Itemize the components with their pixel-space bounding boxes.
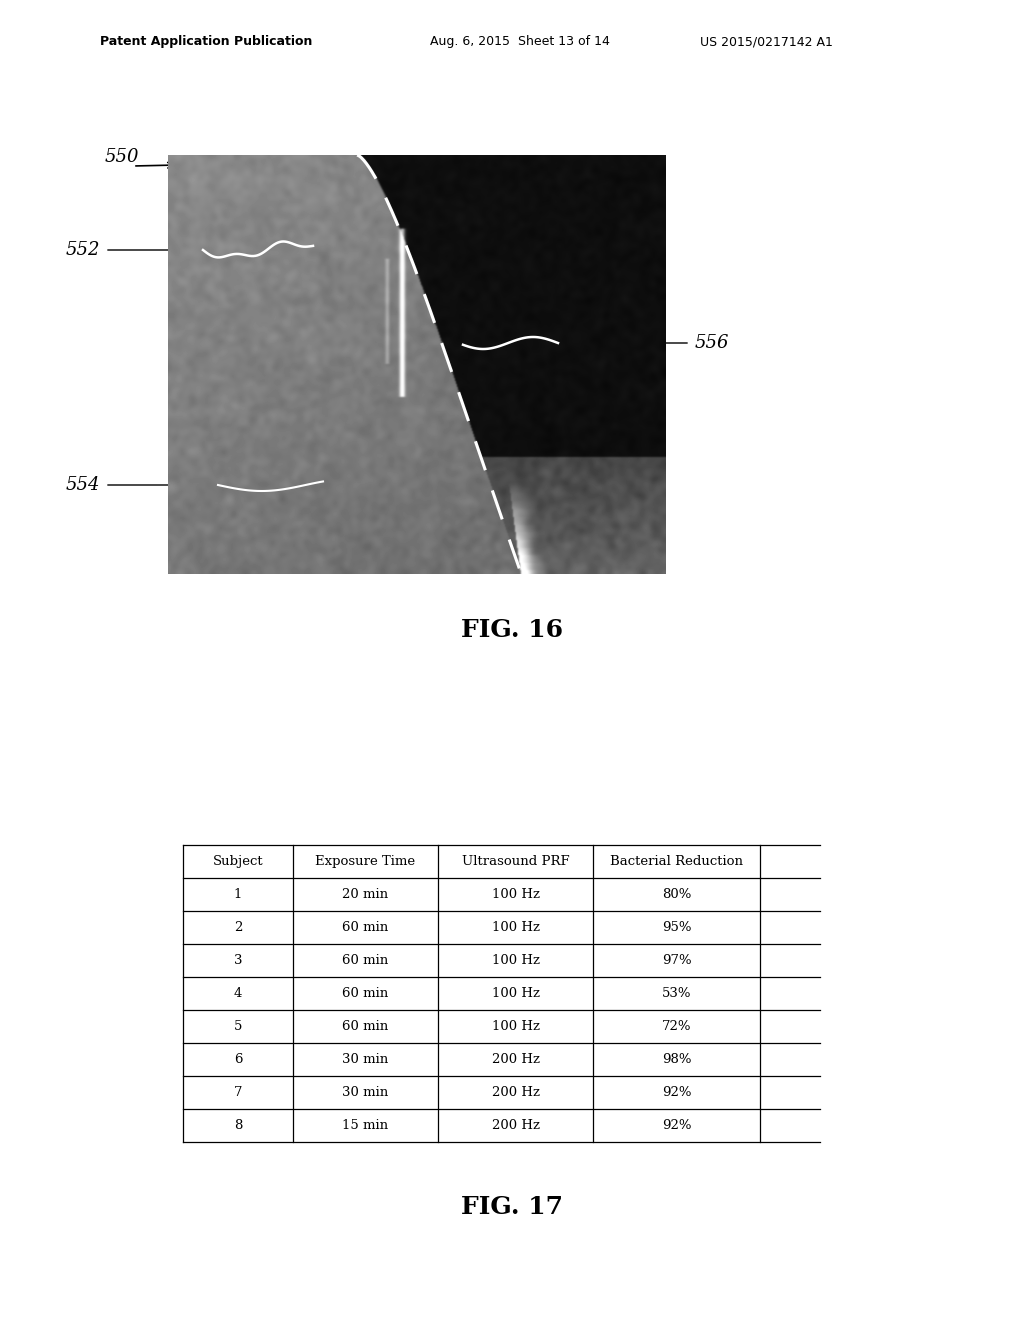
- Text: Exposure Time: Exposure Time: [315, 855, 416, 869]
- Text: Patent Application Publication: Patent Application Publication: [100, 36, 312, 49]
- Text: 80%: 80%: [662, 888, 691, 902]
- Text: 98%: 98%: [662, 1053, 691, 1067]
- Text: 60 min: 60 min: [342, 921, 389, 935]
- Text: 200 Hz: 200 Hz: [492, 1119, 540, 1133]
- Text: Bacterial Reduction: Bacterial Reduction: [610, 855, 743, 869]
- Text: 60 min: 60 min: [342, 987, 389, 1001]
- Text: 30 min: 30 min: [342, 1053, 389, 1067]
- Text: 100 Hz: 100 Hz: [492, 987, 540, 1001]
- Text: 60 min: 60 min: [342, 954, 389, 968]
- Text: FIG. 16: FIG. 16: [461, 618, 563, 642]
- Text: 7: 7: [233, 1086, 243, 1100]
- Text: 30 min: 30 min: [342, 1086, 389, 1100]
- Text: 53%: 53%: [662, 987, 691, 1001]
- Text: 100 Hz: 100 Hz: [492, 954, 540, 968]
- Text: 550: 550: [105, 148, 139, 166]
- Text: 556: 556: [695, 334, 729, 352]
- Text: 5: 5: [233, 1020, 243, 1034]
- Text: 72%: 72%: [662, 1020, 691, 1034]
- Text: 92%: 92%: [662, 1119, 691, 1133]
- Text: 92%: 92%: [662, 1086, 691, 1100]
- Text: 4: 4: [233, 987, 243, 1001]
- Text: 100 Hz: 100 Hz: [492, 1020, 540, 1034]
- Text: 554: 554: [66, 477, 100, 494]
- Text: 20 min: 20 min: [342, 888, 388, 902]
- Text: 3: 3: [233, 954, 243, 968]
- Text: 97%: 97%: [662, 954, 691, 968]
- Text: 95%: 95%: [662, 921, 691, 935]
- Text: Aug. 6, 2015  Sheet 13 of 14: Aug. 6, 2015 Sheet 13 of 14: [430, 36, 610, 49]
- Text: 100 Hz: 100 Hz: [492, 921, 540, 935]
- Text: 1: 1: [233, 888, 243, 902]
- Text: 200 Hz: 200 Hz: [492, 1086, 540, 1100]
- Text: 200 Hz: 200 Hz: [492, 1053, 540, 1067]
- Text: 100 Hz: 100 Hz: [492, 888, 540, 902]
- Text: 60 min: 60 min: [342, 1020, 389, 1034]
- Text: 15 min: 15 min: [342, 1119, 388, 1133]
- Text: FIG. 17: FIG. 17: [461, 1195, 563, 1218]
- Text: US 2015/0217142 A1: US 2015/0217142 A1: [700, 36, 833, 49]
- Text: 2: 2: [233, 921, 243, 935]
- Text: 6: 6: [233, 1053, 243, 1067]
- Text: 8: 8: [233, 1119, 243, 1133]
- Text: Ultrasound PRF: Ultrasound PRF: [462, 855, 569, 869]
- Text: Subject: Subject: [213, 855, 263, 869]
- Text: 552: 552: [66, 242, 100, 259]
